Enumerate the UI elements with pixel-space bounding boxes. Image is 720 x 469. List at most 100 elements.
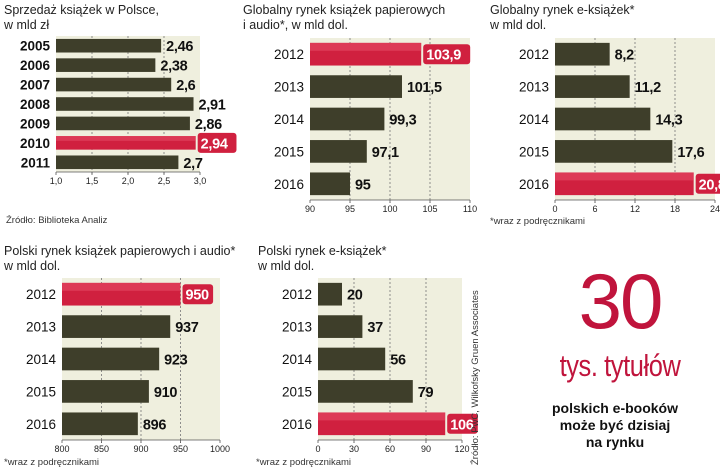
- category-label: 2016: [519, 177, 549, 192]
- footnote: *wraz z podręcznikami: [490, 216, 586, 227]
- tick-label: 30: [349, 444, 359, 454]
- bar: [56, 155, 179, 170]
- chart-poland-sales: 1,0 1,5 2,0 2,5 3,0 2005 2,46 2006 2,38 2007 2,6 20…: [20, 36, 237, 186]
- tick-label: 6: [592, 204, 597, 214]
- value-label: 937: [175, 320, 199, 336]
- value-label: 11,2: [635, 80, 661, 96]
- tick-label: 800: [54, 444, 69, 454]
- value-label: 2,38: [160, 59, 187, 75]
- chart-title-line: w mld dol.: [490, 18, 547, 32]
- callout-line: może być dzisiaj: [559, 417, 671, 433]
- bar: [62, 380, 149, 403]
- chart-title-line: w mld dol.: [4, 259, 61, 273]
- tick-label: 120: [454, 444, 469, 454]
- value-label-box: [182, 284, 214, 305]
- callout-description: polskich e-booków może być dzisiaj na ry…: [520, 400, 710, 451]
- tick-label: 90: [305, 204, 315, 214]
- tick-label: 850: [94, 444, 109, 454]
- category-label: 2013: [282, 320, 312, 335]
- tick-label: 950: [173, 444, 188, 454]
- value-label: 923: [164, 353, 188, 369]
- vertical-source-note: Źródło: PwC, Wilkofsky Gruen Associates: [470, 290, 481, 465]
- footnote: *wraz z podręcznikami: [4, 457, 100, 468]
- chart-global-paper: 90 95 100 105 110 2012 103,9 2013 101,5 2014 99,3 2…: [274, 38, 477, 214]
- bar: [310, 140, 367, 163]
- source-note: Źródło: Biblioteka Analiz: [6, 215, 108, 226]
- callout-number: 30: [578, 257, 664, 345]
- chart-global-ebook: 0 6 12 18 24 2012 8,2 2013 11,2 2014 14,3 2015 17,6 2…: [519, 38, 720, 214]
- chart-title-line: Globalny rynek książek papierowych: [243, 3, 446, 17]
- chart-poland-ebook: 0 30 60 90 120 2012 20 2013 37 2014 56 2015 79 2016 10…: [282, 278, 478, 454]
- value-label: 56: [390, 353, 406, 369]
- tick-label: 18: [670, 204, 680, 214]
- bar-shine: [555, 172, 694, 181]
- tick-label: 95: [345, 204, 355, 214]
- category-label: 2011: [21, 155, 51, 170]
- callout-line: na rynku: [585, 434, 645, 450]
- bar: [62, 347, 160, 371]
- bar: [310, 172, 350, 196]
- chart-title-line: w mld dol.: [258, 259, 315, 273]
- bar: [318, 282, 342, 306]
- tick-label: 1,5: [86, 176, 99, 186]
- bar: [56, 116, 190, 131]
- category-label: 2013: [519, 80, 549, 95]
- bar: [310, 75, 402, 98]
- tick-label: 1,0: [50, 176, 63, 186]
- category-label: 2014: [274, 112, 305, 127]
- bar: [555, 140, 673, 163]
- bar: [56, 38, 162, 53]
- category-label: 2012: [274, 47, 304, 62]
- category-label: 2012: [282, 287, 312, 302]
- callout-unit: tys. tytułów: [559, 348, 681, 383]
- bar: [555, 42, 610, 66]
- bar: [310, 107, 385, 131]
- tick-label: 90: [421, 444, 431, 454]
- value-label: 20: [347, 288, 363, 304]
- value-label-box: [695, 173, 720, 194]
- category-label: 2016: [282, 417, 312, 432]
- tick-label: 110: [463, 204, 477, 214]
- category-label: 2009: [20, 116, 50, 131]
- chart-poland-paper: 800 850 900 950 1000 2012 950 2013 937 2014 923 201…: [26, 278, 230, 454]
- value-label: 103,9: [426, 48, 461, 64]
- bar: [318, 380, 413, 403]
- category-label: 2013: [274, 80, 304, 95]
- category-label: 2008: [20, 97, 51, 112]
- callout-line: polskich e-booków: [551, 400, 678, 416]
- bar: [56, 77, 172, 92]
- value-label-box: [197, 132, 237, 153]
- value-label: 950: [186, 288, 210, 304]
- bar: [318, 315, 363, 338]
- value-label: 97,1: [372, 145, 399, 161]
- value-label: 910: [154, 385, 178, 401]
- bar: [56, 58, 156, 72]
- value-label: 14,3: [655, 113, 682, 129]
- value-label: 896: [143, 417, 167, 433]
- bar: [555, 107, 651, 131]
- category-label: 2013: [26, 320, 56, 335]
- tick-label: 0: [315, 444, 320, 454]
- bar: [555, 75, 630, 98]
- category-label: 2014: [519, 112, 550, 127]
- tick-label: 100: [382, 204, 397, 214]
- category-label: 2015: [26, 384, 56, 399]
- value-label: 2,46: [166, 39, 193, 55]
- category-label: 2016: [26, 417, 56, 432]
- bar: [318, 347, 386, 371]
- value-label: 2,94: [201, 136, 228, 152]
- category-label: 2016: [274, 177, 304, 192]
- tick-label: 2,0: [122, 176, 135, 186]
- category-label: 2005: [20, 39, 51, 54]
- category-label: 2012: [519, 47, 549, 62]
- category-label: 2015: [282, 384, 312, 399]
- value-label: 2,86: [195, 117, 222, 133]
- value-label: 37: [367, 320, 383, 336]
- chart-title-line: Sprzedaż książek w Polsce,: [4, 3, 159, 17]
- value-label: 95: [355, 177, 371, 193]
- bar: [62, 315, 171, 338]
- bar: [56, 97, 194, 111]
- value-label: 79: [418, 385, 434, 401]
- tick-label: 3,0: [194, 176, 207, 186]
- chart-title-line: Polski rynek e-książek*: [258, 244, 387, 258]
